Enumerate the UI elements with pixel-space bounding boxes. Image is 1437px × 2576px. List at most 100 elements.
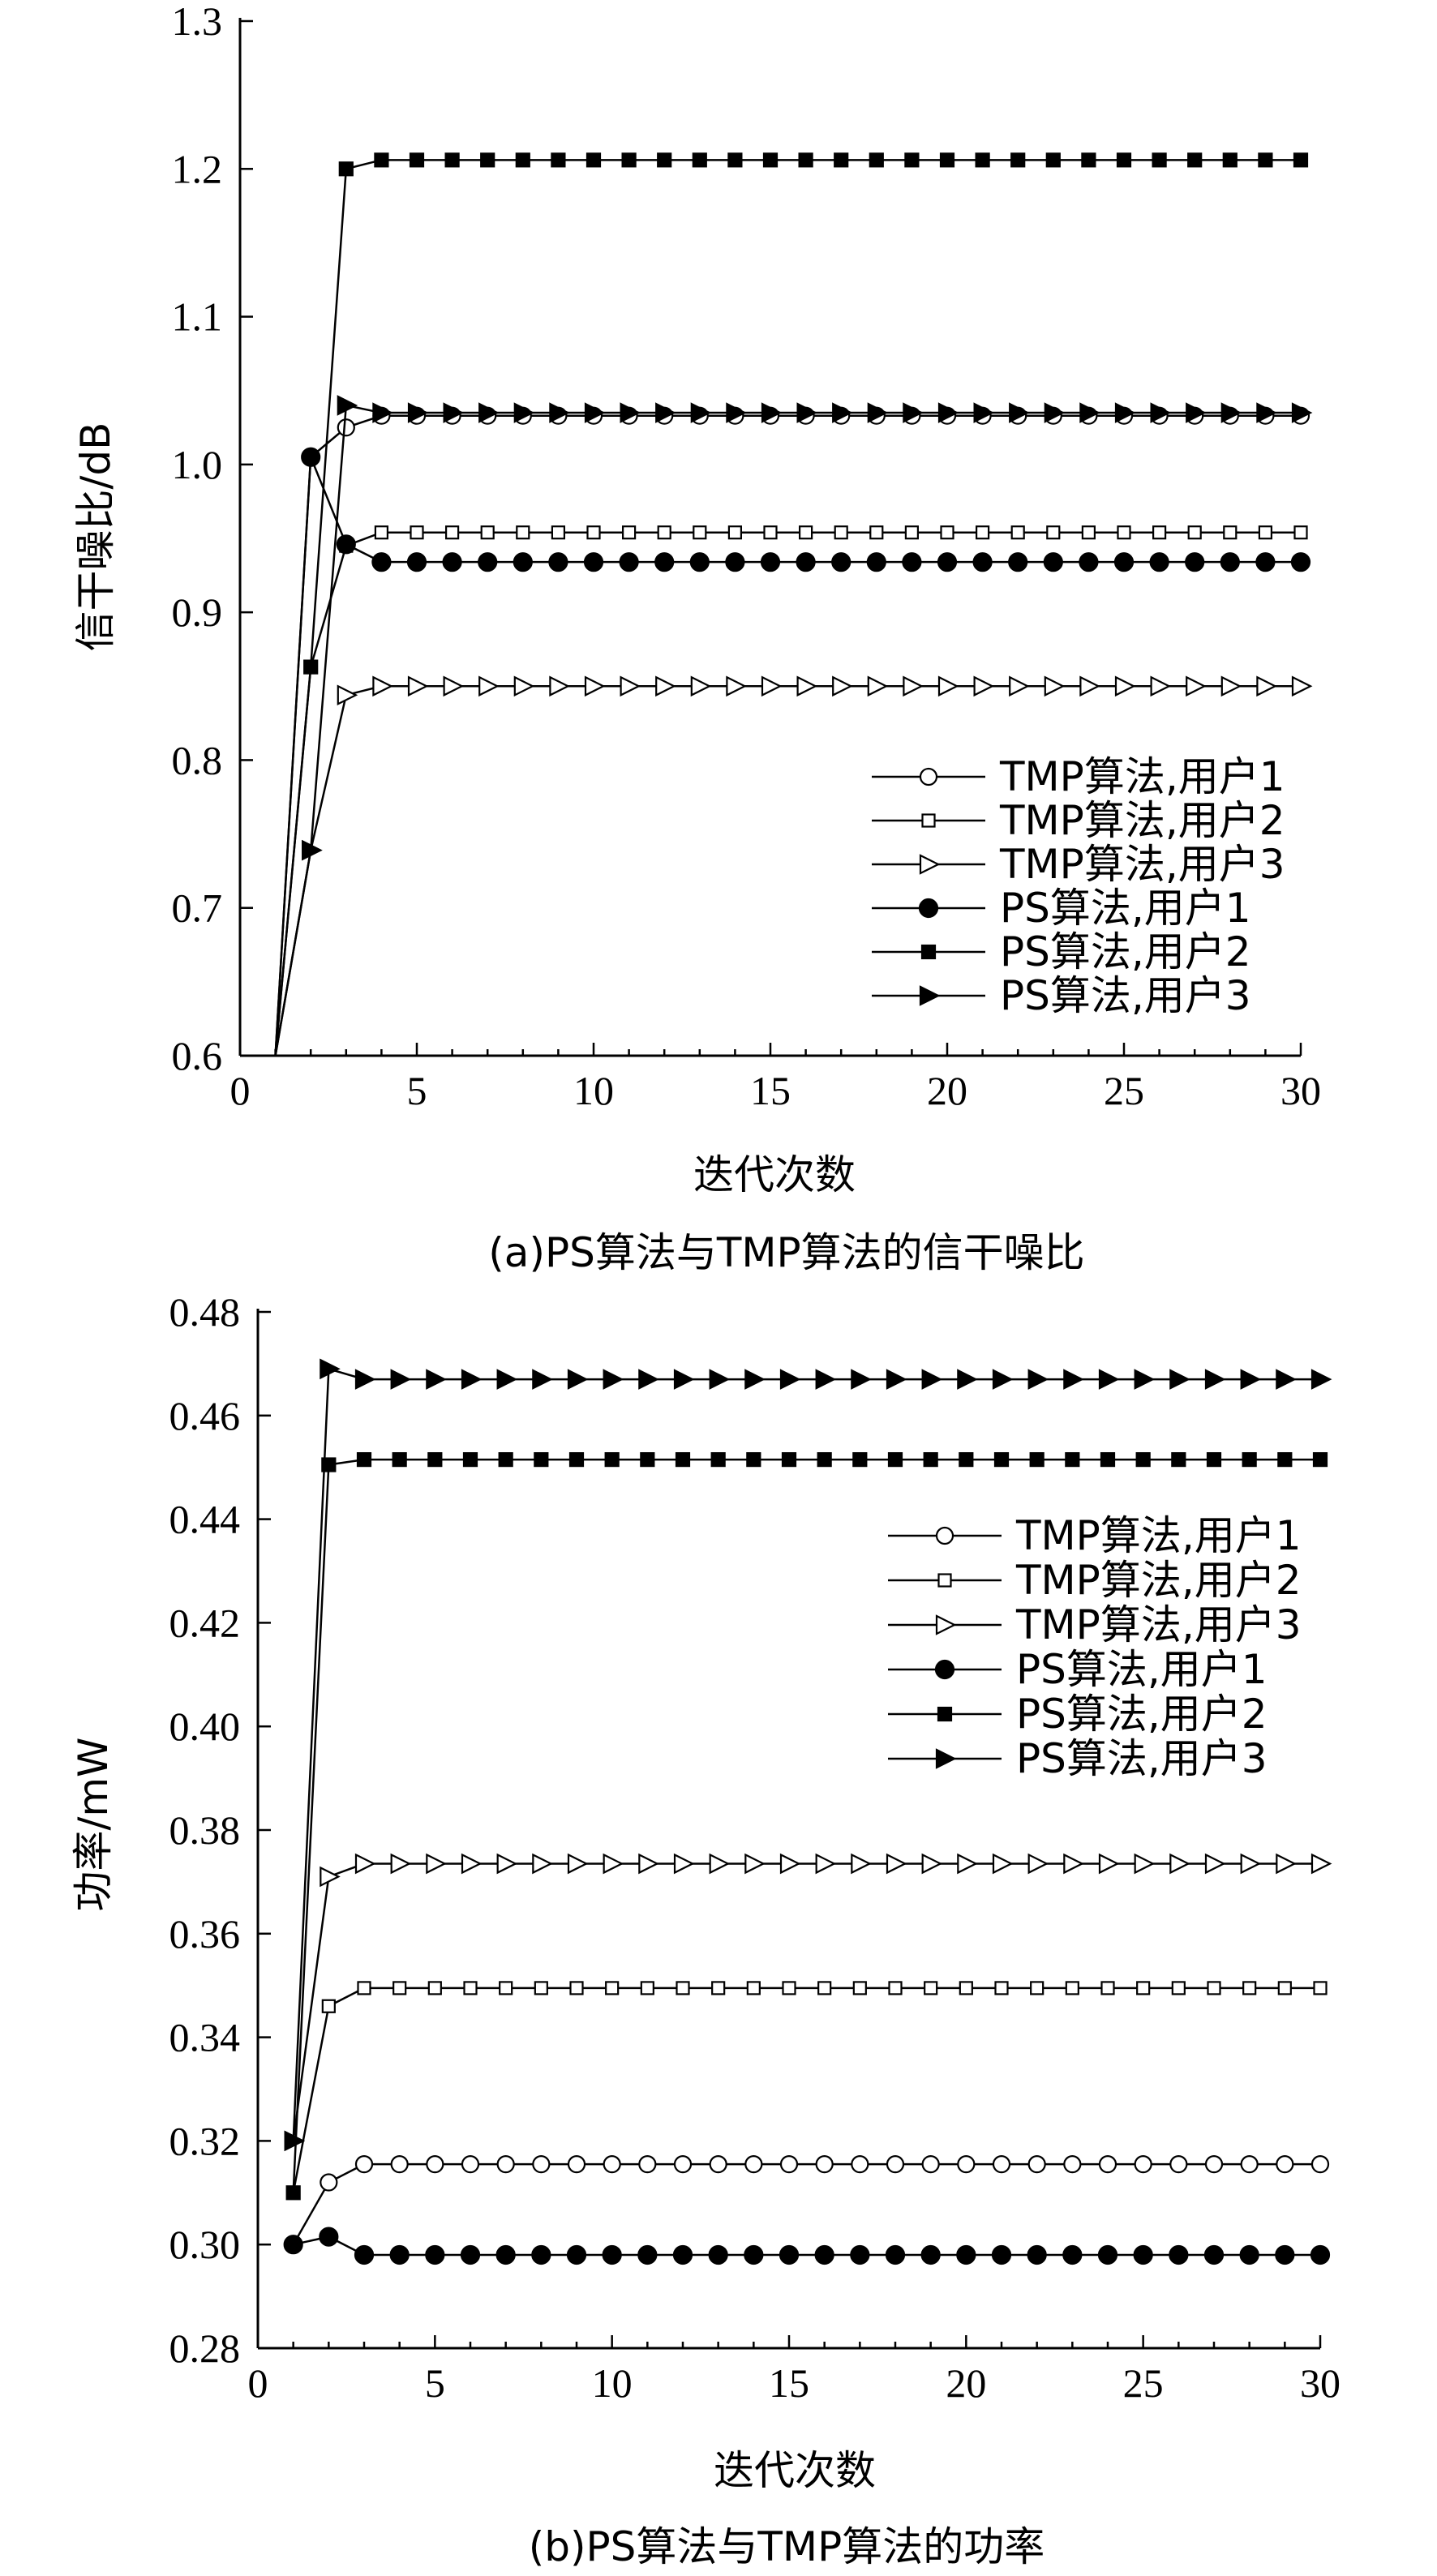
data-point	[1222, 152, 1238, 168]
data-point	[513, 402, 535, 423]
data-point	[303, 659, 319, 675]
data-point	[462, 1452, 478, 1468]
data-point	[1169, 1369, 1190, 1390]
data-point	[1220, 402, 1242, 423]
data-point	[620, 675, 641, 697]
series-line	[292, 2162, 1320, 2245]
data-point	[336, 534, 356, 555]
data-point	[959, 1452, 974, 1468]
data-point	[302, 839, 323, 861]
data-point	[779, 2244, 800, 2265]
data-point	[567, 1369, 589, 1390]
series-6	[274, 395, 1313, 1056]
data-point	[443, 675, 465, 697]
data-point	[516, 525, 530, 540]
data-point	[637, 2244, 658, 2265]
data-point	[869, 152, 884, 168]
data-point	[1030, 1981, 1045, 1995]
x-tick-label: 30	[1280, 1068, 1321, 1113]
data-point	[903, 675, 924, 697]
data-point	[676, 1981, 690, 1995]
data-point	[374, 152, 389, 168]
chart-b-axes	[256, 1309, 1322, 2350]
series-3	[274, 675, 1313, 1056]
data-point	[1046, 525, 1061, 540]
data-point	[392, 1981, 407, 1995]
data-point	[337, 418, 355, 437]
data-point	[603, 2155, 621, 2174]
data-point	[711, 1981, 726, 1995]
data-point	[1150, 402, 1172, 423]
legend-entry: PS算法,用户2	[872, 928, 1251, 975]
legend-label: PS算法,用户1	[1000, 885, 1251, 932]
y-tick-label: 1.2	[172, 146, 223, 191]
data-point	[852, 1981, 867, 1995]
data-point	[1134, 1369, 1156, 1390]
x-tick-label: 10	[592, 2360, 633, 2406]
data-point	[1310, 2155, 1330, 2174]
data-point	[640, 1452, 655, 1468]
data-point	[496, 1853, 518, 1875]
data-point	[815, 2155, 834, 2174]
legend-marker	[919, 985, 941, 1006]
data-point	[1100, 1981, 1115, 1995]
data-point	[1009, 675, 1030, 697]
y-tick-label: 0.9	[172, 589, 223, 635]
data-point	[763, 525, 778, 540]
data-point	[548, 552, 568, 572]
data-point	[532, 1853, 553, 1875]
data-point	[442, 552, 462, 572]
data-point	[709, 2155, 727, 2174]
data-point	[603, 1369, 624, 1390]
data-point	[460, 2244, 481, 2265]
data-point	[1239, 2244, 1259, 2265]
data-point	[1150, 675, 1172, 697]
data-point	[602, 2244, 622, 2265]
data-point	[904, 525, 920, 540]
data-point	[1203, 2244, 1225, 2265]
data-point	[1079, 402, 1100, 423]
data-point	[814, 2244, 834, 2265]
data-point	[693, 525, 707, 540]
data-point	[798, 152, 813, 168]
data-point	[815, 1853, 837, 1875]
data-point	[921, 2155, 940, 2174]
data-point	[407, 402, 429, 423]
data-point	[480, 152, 495, 168]
data-point	[673, 1853, 695, 1875]
data-point	[657, 525, 671, 540]
data-point	[831, 552, 851, 572]
data-point	[319, 2227, 339, 2247]
data-point	[725, 552, 745, 572]
data-point	[781, 1452, 797, 1468]
chart-b-x-axis-label: 迭代次数	[714, 2447, 876, 2494]
data-point	[1310, 1853, 1332, 1875]
data-point	[1136, 1981, 1151, 1995]
data-point	[815, 1369, 837, 1390]
data-point	[1081, 152, 1096, 168]
data-point	[426, 2155, 444, 2174]
x-tick-label: 5	[425, 2360, 445, 2406]
legend-marker	[920, 944, 937, 960]
data-point	[817, 1981, 832, 1995]
data-point	[992, 2155, 1011, 2174]
data-point	[638, 2155, 657, 2174]
data-point	[426, 1853, 447, 1875]
data-point	[744, 1853, 766, 1875]
legend-label: TMP算法,用户1	[999, 753, 1285, 800]
chart-a-x-axis-label: 迭代次数	[693, 1151, 856, 1198]
data-point	[1204, 2155, 1224, 2174]
data-point	[746, 1981, 761, 1995]
data-point	[1152, 525, 1167, 540]
y-tick-label: 0.46	[169, 1393, 241, 1438]
data-point	[1310, 2244, 1331, 2265]
legend-entry: TMP算法,用户1	[872, 753, 1285, 800]
data-point	[1065, 1981, 1079, 1995]
data-point	[1291, 675, 1313, 697]
data-point	[959, 1981, 973, 1995]
data-point	[1255, 552, 1276, 572]
data-point	[744, 1369, 766, 1390]
x-tick-label: 25	[1104, 1068, 1144, 1113]
data-point	[761, 402, 783, 423]
